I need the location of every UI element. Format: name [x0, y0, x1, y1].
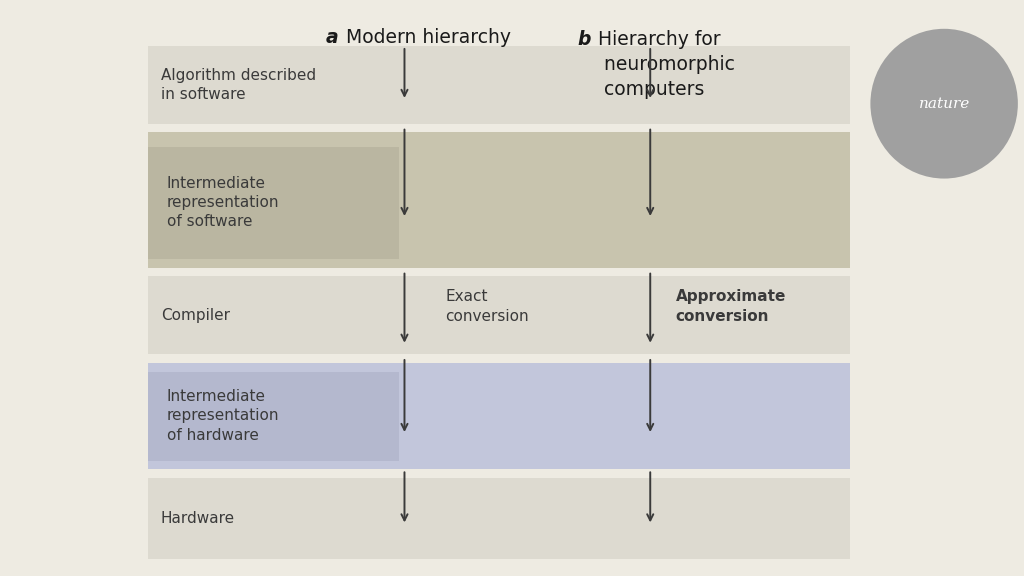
Bar	[148, 147, 399, 259]
Bar	[148, 372, 399, 461]
Text: Intermediate
representation
of software: Intermediate representation of software	[167, 176, 280, 229]
Ellipse shape	[870, 29, 1018, 179]
Text: a: a	[326, 28, 338, 47]
Text: Compiler: Compiler	[161, 308, 229, 323]
Text: Hardware: Hardware	[161, 511, 234, 526]
Text: Algorithm described
in software: Algorithm described in software	[161, 67, 315, 102]
Bar	[148, 363, 850, 469]
Text: Intermediate
representation
of hardware: Intermediate representation of hardware	[167, 389, 280, 442]
Bar	[148, 46, 850, 124]
Text: Modern hierarchy: Modern hierarchy	[340, 28, 511, 47]
Text: b: b	[578, 30, 591, 49]
Text: Hierarchy for
  neuromorphic
  computers: Hierarchy for neuromorphic computers	[592, 30, 735, 99]
Bar	[148, 276, 850, 354]
Text: Exact
conversion: Exact conversion	[445, 289, 529, 324]
Bar	[148, 478, 850, 559]
Text: nature: nature	[919, 97, 970, 111]
Bar	[148, 132, 850, 268]
Text: Approximate
conversion: Approximate conversion	[676, 289, 786, 324]
